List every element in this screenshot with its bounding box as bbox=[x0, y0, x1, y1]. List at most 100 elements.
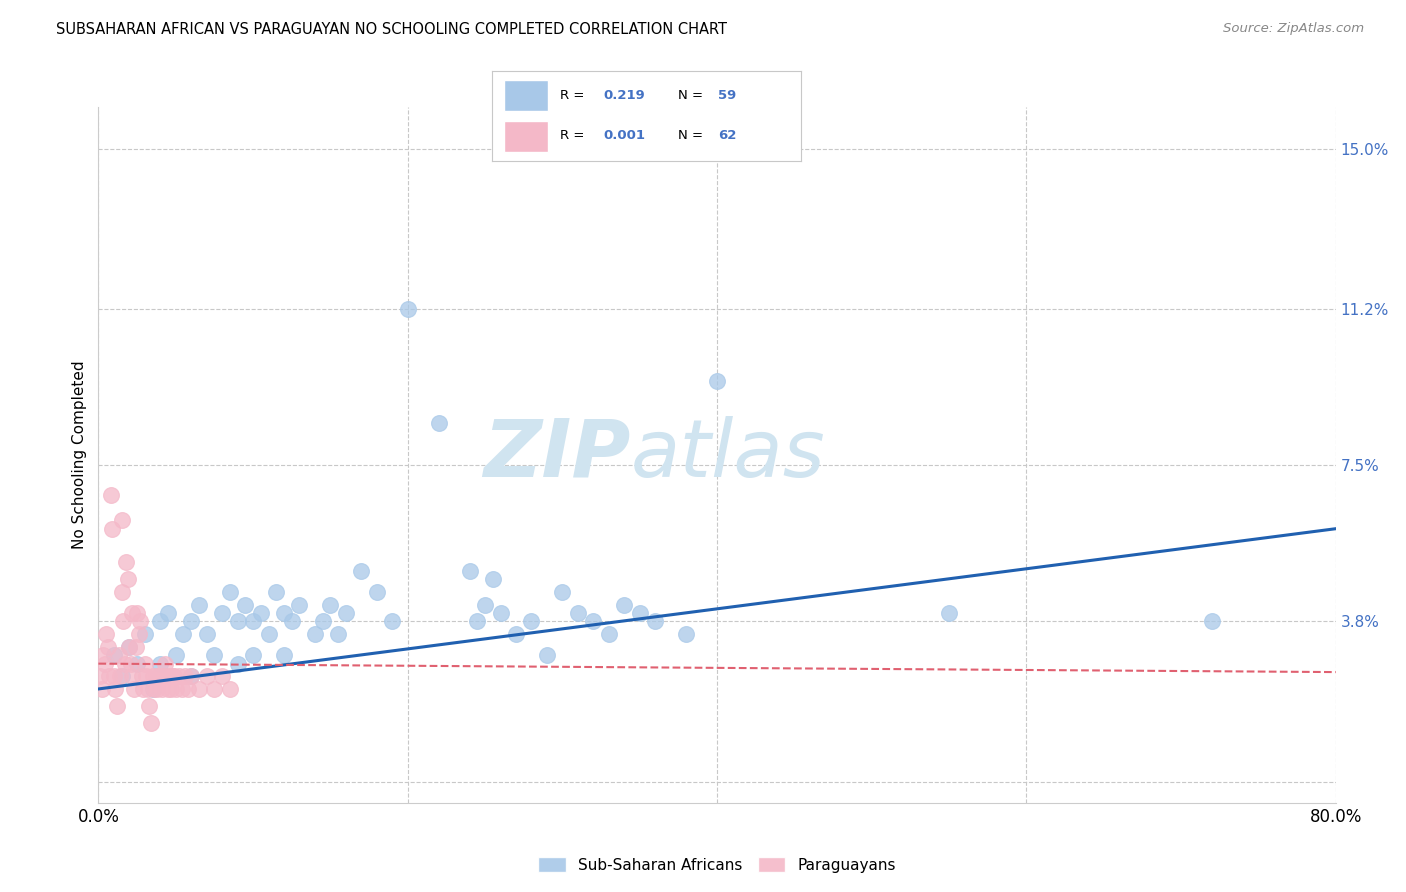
Text: R =: R = bbox=[560, 89, 589, 102]
Point bbox=[142, 669, 165, 683]
Point bbox=[165, 681, 187, 696]
Point bbox=[131, 669, 153, 683]
Point bbox=[138, 698, 160, 713]
Point bbox=[235, 598, 257, 612]
Point bbox=[458, 564, 481, 578]
Bar bbox=[505, 80, 548, 111]
Point bbox=[427, 417, 450, 431]
Point bbox=[162, 669, 184, 683]
Point bbox=[112, 615, 135, 629]
Point bbox=[257, 627, 280, 641]
Text: Source: ZipAtlas.com: Source: ZipAtlas.com bbox=[1223, 22, 1364, 36]
Text: 0.001: 0.001 bbox=[603, 129, 645, 142]
Point bbox=[96, 627, 118, 641]
Point bbox=[103, 669, 125, 683]
Point bbox=[505, 627, 527, 641]
Point bbox=[195, 627, 218, 641]
Point bbox=[312, 615, 335, 629]
Point bbox=[111, 513, 134, 527]
Point bbox=[173, 627, 195, 641]
Point bbox=[613, 598, 636, 612]
Text: atlas: atlas bbox=[630, 416, 825, 494]
Point bbox=[381, 615, 404, 629]
Point bbox=[134, 657, 156, 671]
Point bbox=[163, 669, 186, 683]
Text: 59: 59 bbox=[718, 89, 737, 102]
Point bbox=[273, 606, 295, 620]
Point bbox=[211, 606, 233, 620]
Point bbox=[1201, 615, 1223, 629]
Point bbox=[143, 681, 166, 696]
Point bbox=[118, 640, 141, 654]
Point bbox=[489, 606, 512, 620]
Point bbox=[598, 627, 620, 641]
Point bbox=[100, 488, 122, 502]
Point bbox=[149, 669, 172, 683]
Point bbox=[153, 657, 176, 671]
Point bbox=[242, 615, 264, 629]
Point bbox=[266, 585, 288, 599]
Point bbox=[155, 669, 177, 683]
Point bbox=[467, 615, 489, 629]
Point bbox=[148, 669, 170, 683]
Point bbox=[103, 648, 125, 663]
Point bbox=[146, 681, 169, 696]
Point bbox=[273, 648, 295, 663]
Point bbox=[326, 627, 350, 641]
Point bbox=[129, 615, 152, 629]
Point bbox=[675, 627, 697, 641]
Point bbox=[582, 615, 605, 629]
Point bbox=[128, 627, 150, 641]
Point bbox=[145, 669, 167, 683]
Bar bbox=[505, 121, 548, 152]
Point bbox=[170, 681, 193, 696]
Point bbox=[226, 657, 249, 671]
Point bbox=[195, 669, 218, 683]
Point bbox=[536, 648, 558, 663]
Point bbox=[938, 606, 960, 620]
Point bbox=[167, 669, 190, 683]
Point bbox=[180, 615, 202, 629]
Point bbox=[242, 648, 264, 663]
Point bbox=[118, 640, 141, 654]
Point bbox=[160, 681, 183, 696]
Point bbox=[149, 615, 172, 629]
Text: N =: N = bbox=[678, 89, 707, 102]
Point bbox=[180, 669, 202, 683]
Point bbox=[165, 648, 187, 663]
Point bbox=[132, 681, 155, 696]
Point bbox=[644, 615, 666, 629]
Point bbox=[149, 657, 172, 671]
Point bbox=[396, 302, 419, 317]
Point bbox=[111, 585, 134, 599]
Text: SUBSAHARAN AFRICAN VS PARAGUAYAN NO SCHOOLING COMPLETED CORRELATION CHART: SUBSAHARAN AFRICAN VS PARAGUAYAN NO SCHO… bbox=[56, 22, 727, 37]
Point bbox=[98, 669, 121, 683]
Text: 0.219: 0.219 bbox=[603, 89, 645, 102]
Point bbox=[520, 615, 543, 629]
Point bbox=[319, 598, 342, 612]
Point bbox=[288, 598, 311, 612]
Point bbox=[104, 681, 127, 696]
Point bbox=[211, 669, 233, 683]
Point bbox=[567, 606, 589, 620]
Point bbox=[101, 522, 124, 536]
Point bbox=[219, 585, 242, 599]
Point bbox=[706, 374, 728, 388]
Point bbox=[142, 681, 165, 696]
Point bbox=[105, 698, 128, 713]
Point bbox=[89, 669, 111, 683]
Point bbox=[121, 669, 143, 683]
Point bbox=[250, 606, 273, 620]
Point bbox=[111, 669, 134, 683]
Point bbox=[115, 556, 138, 570]
Point bbox=[91, 648, 114, 663]
Point bbox=[150, 681, 173, 696]
Point bbox=[304, 627, 326, 641]
Legend: Sub-Saharan Africans, Paraguayans: Sub-Saharan Africans, Paraguayans bbox=[531, 850, 903, 879]
Point bbox=[127, 606, 149, 620]
Y-axis label: No Schooling Completed: No Schooling Completed bbox=[72, 360, 87, 549]
Point bbox=[152, 669, 174, 683]
Point bbox=[350, 564, 373, 578]
Point bbox=[174, 669, 197, 683]
Point bbox=[188, 598, 211, 612]
